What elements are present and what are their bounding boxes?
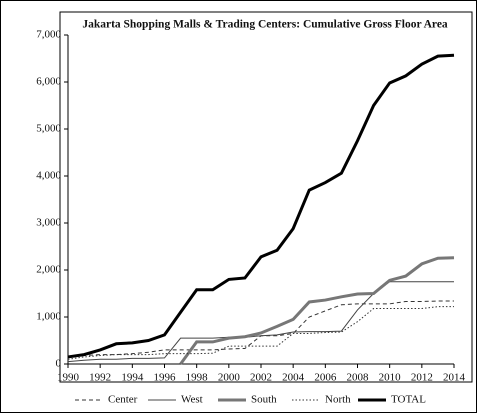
x-tick-label: 1998 — [186, 372, 209, 384]
x-tick-label: 1990 — [57, 372, 80, 384]
x-tick-label: 1992 — [89, 372, 111, 384]
x-tick-label: 2008 — [347, 372, 370, 384]
series-line — [67, 281, 454, 363]
legend-label: TOTAL — [391, 394, 426, 406]
y-tick-label: 7,000 — [36, 29, 61, 41]
legend-label: North — [325, 394, 351, 406]
legend-label: Center — [108, 394, 138, 406]
x-tick-label: 2004 — [282, 372, 305, 384]
y-tick-label: 1,000 — [36, 311, 61, 323]
legend-label: West — [181, 394, 203, 406]
legend-label: South — [251, 394, 277, 406]
y-tick-label: 5,000 — [36, 123, 61, 135]
series-line — [179, 256, 455, 365]
x-tick-label: 1996 — [154, 372, 177, 384]
y-tick-label: 4,000 — [36, 170, 61, 182]
y-tick-label: 3,000 — [36, 217, 61, 229]
y-tick-label: 2,000 — [36, 264, 61, 276]
x-tick-label: 2014 — [443, 372, 466, 384]
x-tick-label: 2002 — [250, 372, 272, 384]
x-tick-label: 2000 — [218, 372, 241, 384]
y-tick-label: 0 — [56, 358, 62, 370]
series-line — [67, 53, 455, 359]
series-line — [67, 300, 454, 358]
x-tick-label: 2006 — [314, 372, 337, 384]
chart-title: Jakarta Shopping Malls & Trading Centers… — [82, 19, 448, 31]
y-tick-label: 6,000 — [36, 76, 61, 88]
x-tick-label: 1994 — [121, 372, 144, 384]
plot-frame — [59, 11, 473, 383]
x-tick-label: 2012 — [411, 372, 433, 384]
x-tick-label: 2010 — [379, 372, 402, 384]
